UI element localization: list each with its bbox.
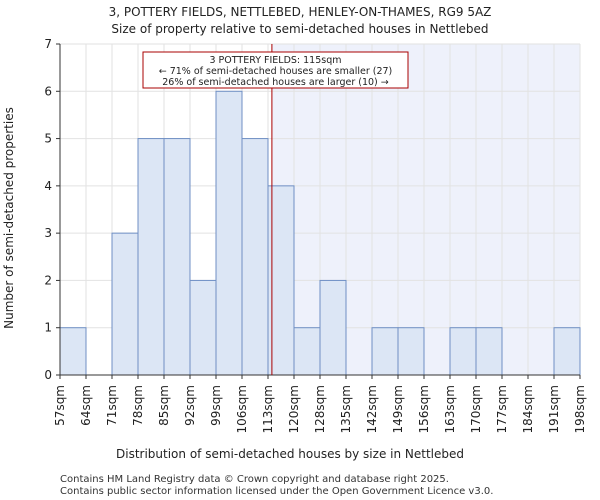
bar[interactable] bbox=[371, 327, 399, 376]
annotation-larger: 26% of semi-detached houses are larger (… bbox=[162, 77, 389, 88]
x-tick-label: 78sqm bbox=[131, 385, 145, 426]
larger-region-shade bbox=[271, 44, 580, 375]
x-tick-label: 184sqm bbox=[521, 385, 535, 433]
x-tick-label: 128sqm bbox=[313, 385, 327, 433]
bar[interactable] bbox=[241, 138, 269, 376]
y-tick-label: 5 bbox=[44, 132, 52, 146]
bar[interactable] bbox=[189, 279, 217, 376]
bar[interactable] bbox=[553, 327, 581, 376]
y-tick-label: 6 bbox=[44, 84, 52, 98]
x-tick-label: 177sqm bbox=[495, 385, 509, 433]
bar[interactable] bbox=[163, 138, 191, 376]
annotation-smaller: ← 71% of semi-detached houses are smalle… bbox=[159, 66, 393, 77]
bar[interactable] bbox=[397, 327, 425, 376]
x-tick-label: 85sqm bbox=[157, 385, 171, 426]
chart-title-line2: Size of property relative to semi-detach… bbox=[111, 22, 488, 36]
bar[interactable] bbox=[475, 327, 503, 376]
x-tick-label: 99sqm bbox=[209, 385, 223, 426]
bar[interactable] bbox=[111, 232, 139, 376]
x-axis-label: Distribution of semi-detached houses by … bbox=[116, 447, 464, 461]
bar[interactable] bbox=[293, 327, 321, 376]
y-tick-label: 7 bbox=[44, 37, 52, 51]
y-tick-label: 4 bbox=[44, 179, 52, 193]
y-tick-label: 2 bbox=[44, 273, 52, 287]
annotation-box bbox=[142, 51, 409, 89]
x-tick-label: 135sqm bbox=[339, 385, 353, 433]
y-tick-label: 0 bbox=[44, 368, 52, 382]
x-tick-label: 57sqm bbox=[53, 385, 67, 426]
y-tick-label: 3 bbox=[44, 226, 52, 240]
annotation-title: 3 POTTERY FIELDS: 115sqm bbox=[209, 55, 341, 66]
x-tick-label: 92sqm bbox=[183, 385, 197, 426]
chart-title-line1: 3, POTTERY FIELDS, NETTLEBED, HENLEY-ON-… bbox=[109, 5, 492, 19]
x-tick-label: 113sqm bbox=[261, 385, 275, 433]
x-tick-label: 149sqm bbox=[391, 385, 405, 433]
bar[interactable] bbox=[449, 327, 477, 376]
x-tick-label: 191sqm bbox=[547, 385, 561, 433]
y-tick-label: 1 bbox=[44, 321, 52, 335]
x-tick-label: 142sqm bbox=[365, 385, 379, 433]
x-tick-label: 71sqm bbox=[105, 385, 119, 426]
x-tick-label: 106sqm bbox=[235, 385, 249, 433]
plot-area: 0 1 2 3 4 5 6 7 57sqm 64sqm 71sqm 78sqm 85sqm 92sqm 99… bbox=[44, 37, 587, 433]
x-tick-label: 170sqm bbox=[469, 385, 483, 433]
x-tick-label: 120sqm bbox=[287, 385, 301, 433]
footer-line1: Contains HM Land Registry data © Crown c… bbox=[60, 474, 449, 485]
bar[interactable] bbox=[319, 279, 347, 376]
x-tick-label: 163sqm bbox=[443, 385, 457, 433]
bar[interactable] bbox=[137, 138, 165, 376]
bar[interactable] bbox=[59, 327, 87, 376]
x-tick-label: 198sqm bbox=[573, 385, 587, 433]
x-tick-label: 64sqm bbox=[79, 385, 93, 426]
y-axis-label: Number of semi-detached properties bbox=[2, 107, 16, 329]
x-tick-label: 156sqm bbox=[417, 385, 431, 433]
bar[interactable] bbox=[215, 90, 243, 376]
footer-line2: Contains public sector information licen… bbox=[60, 486, 493, 497]
